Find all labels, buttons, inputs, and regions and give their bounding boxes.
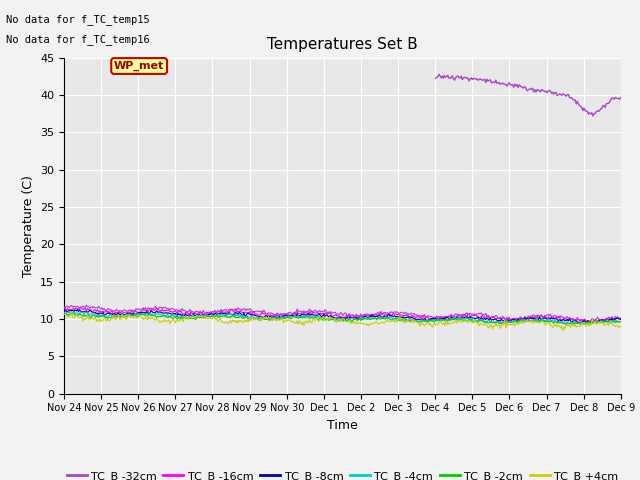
Text: No data for f_TC_temp16: No data for f_TC_temp16 [6, 34, 150, 45]
X-axis label: Time: Time [327, 419, 358, 432]
Text: WP_met: WP_met [114, 61, 164, 71]
Legend: TC_B -32cm, TC_B -16cm, TC_B -8cm, TC_B -4cm, TC_B -2cm, TC_B +4cm: TC_B -32cm, TC_B -16cm, TC_B -8cm, TC_B … [62, 467, 623, 480]
Text: No data for f_TC_temp15: No data for f_TC_temp15 [6, 14, 150, 25]
Y-axis label: Temperature (C): Temperature (C) [22, 175, 35, 276]
Title: Temperatures Set B: Temperatures Set B [267, 37, 418, 52]
